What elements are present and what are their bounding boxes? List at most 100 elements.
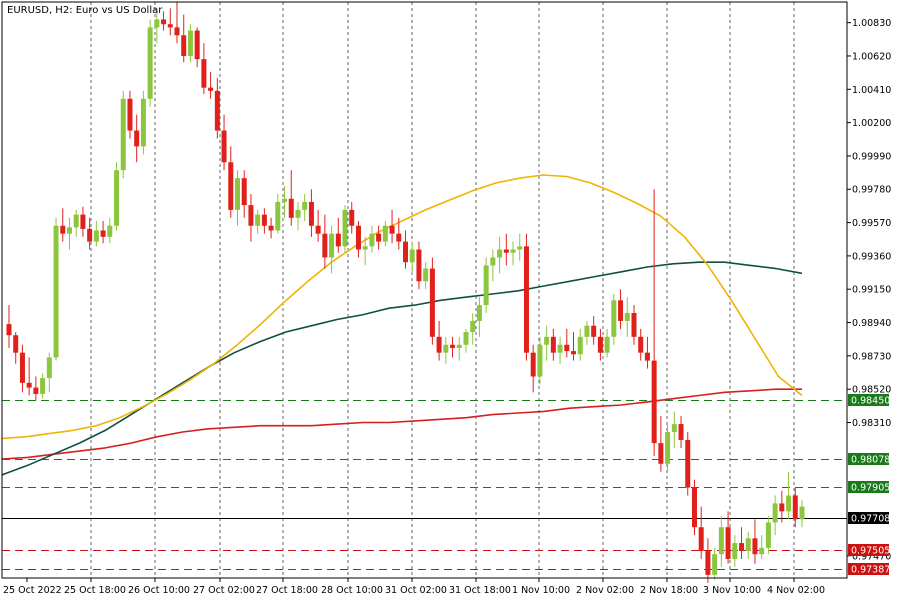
candle-body (718, 527, 724, 555)
badge-bg (848, 512, 889, 524)
bull-candle (557, 336, 563, 364)
candle-body (651, 360, 657, 444)
level-badge: 0.97387 (848, 563, 890, 576)
bull-candle (456, 336, 462, 361)
candle-body (765, 522, 771, 548)
candle-body (355, 225, 361, 250)
candle-body (584, 325, 590, 337)
candle-body (19, 352, 25, 383)
bear-candle (194, 27, 200, 68)
bull-candle (712, 547, 718, 580)
bear-candle (161, 11, 167, 31)
y-tick-label: 0.98940 (852, 318, 891, 329)
bull-candle (544, 325, 550, 361)
bear-candle (288, 170, 294, 226)
candle-body (671, 424, 677, 433)
bull-candle (107, 217, 113, 244)
candle-body (510, 249, 516, 253)
candles (6, 2, 805, 583)
candle-body (73, 214, 79, 228)
ma-slow-line (1, 388, 802, 460)
x-tick-label: 25 Oct 18:00 (64, 585, 126, 596)
bear-candle (618, 289, 624, 329)
badge-label: 0.98450 (851, 396, 890, 407)
candle-body (752, 538, 758, 555)
candle-body (114, 170, 120, 226)
x-tick-label: 4 Nov 02:00 (767, 585, 825, 596)
candle-body (483, 265, 489, 306)
bear-candle (597, 328, 603, 361)
bear-candle (33, 376, 39, 401)
bear-candle (100, 220, 106, 244)
candle-body (13, 335, 19, 353)
bull-candle (255, 209, 261, 234)
bull-candle (537, 336, 543, 385)
candle-body (786, 495, 792, 512)
candle-body (241, 178, 247, 206)
y-tick-label: 0.99780 (852, 185, 891, 196)
candle-body (725, 527, 731, 559)
bear-candle (127, 90, 133, 139)
candle-body (161, 19, 167, 25)
candle-body (201, 59, 207, 88)
bear-candle (571, 332, 577, 361)
candle-body (80, 214, 86, 229)
bull-candle (154, 11, 160, 44)
candle-body (577, 336, 583, 355)
bear-candle (651, 189, 657, 456)
bull-candle (275, 194, 281, 234)
candle-body (503, 249, 509, 253)
bull-candle (53, 217, 59, 361)
bear-candle (268, 217, 274, 239)
badge-label: 0.97905 (851, 483, 890, 494)
y-tick-label: 0.98310 (852, 418, 891, 429)
bear-candle (752, 519, 758, 564)
y-tick-label: 1.00830 (852, 18, 891, 29)
bear-candle (208, 71, 214, 99)
candle-body (544, 336, 550, 345)
bear-candle (396, 217, 402, 250)
candle-body (147, 27, 153, 99)
x-tick-label: 31 Oct 02:00 (385, 585, 447, 596)
bear-candle (201, 43, 207, 95)
badge-bg (848, 544, 889, 556)
candle-body (523, 246, 529, 353)
candle-body (127, 98, 133, 131)
level-badge: 0.97905 (848, 481, 890, 494)
candle-body (678, 424, 684, 440)
bear-candle (214, 78, 220, 139)
y-tick-label: 0.98730 (852, 351, 891, 362)
bear-candle (631, 305, 637, 345)
bull-candle (745, 531, 751, 559)
candle-body (436, 336, 442, 353)
candle-body (611, 300, 617, 337)
badge-bg (848, 453, 889, 465)
candle-body (712, 554, 718, 575)
bear-candle (389, 209, 395, 244)
y-tick-label: 1.00410 (852, 85, 891, 96)
bear-candle (530, 344, 536, 393)
candle-body (799, 506, 805, 520)
candle-body (557, 344, 563, 353)
chart-title: EURUSD, H2: Euro vs US Dollar (7, 5, 163, 16)
candle-body (571, 351, 577, 355)
candle-body (476, 305, 482, 321)
bear-candle (228, 146, 234, 218)
bear-candle (308, 189, 314, 237)
x-tick-label: 3 Nov 10:00 (703, 585, 761, 596)
bear-candle (60, 208, 66, 242)
bull-candle (302, 194, 308, 221)
bull-candle (423, 262, 429, 290)
bull-candle (93, 220, 99, 247)
bull-candle (443, 336, 449, 364)
bear-candle (6, 305, 12, 348)
x-tick-label: 2 Nov 18:00 (640, 585, 698, 596)
x-tick-label: 25 Oct 2022 (3, 585, 62, 596)
candle-body (268, 225, 274, 231)
bear-candle (376, 225, 382, 250)
candle-body (517, 246, 523, 250)
candle-body (450, 344, 456, 348)
candle-body (107, 225, 113, 237)
